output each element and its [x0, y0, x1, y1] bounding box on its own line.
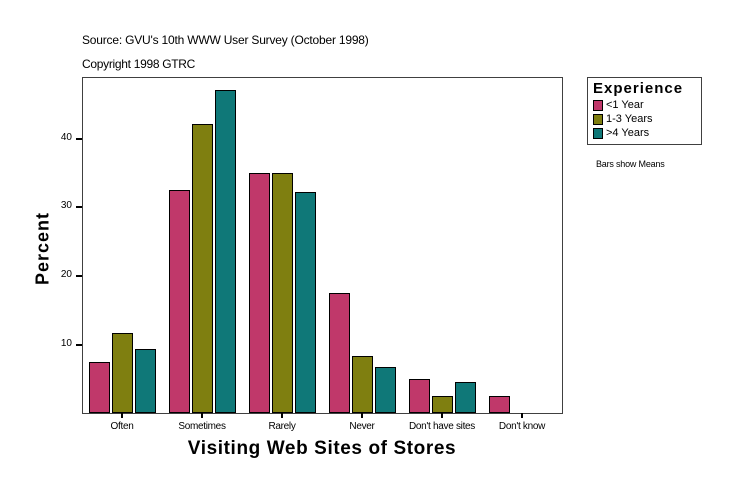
y-tick — [76, 137, 82, 140]
source-caption: Source: GVU's 10th WWW User Survey (Octo… — [82, 33, 369, 47]
bar — [89, 361, 110, 414]
bar — [169, 190, 190, 414]
x-tick-label: Don't have sites — [408, 421, 476, 432]
y-tick — [76, 343, 82, 346]
legend-swatch-icon — [593, 127, 603, 139]
x-tick-label: Sometimes — [178, 421, 226, 432]
bar — [409, 378, 430, 414]
bar — [215, 90, 236, 414]
bar — [432, 396, 453, 414]
bar — [489, 396, 510, 414]
bars-note: Bars show Means — [596, 159, 665, 169]
legend-swatch-icon — [593, 113, 603, 125]
plot-area — [82, 77, 563, 414]
legend-label: >4 Years — [606, 127, 650, 139]
legend-label: <1 Year — [606, 99, 644, 111]
x-tick-label: Never — [349, 421, 375, 432]
copyright-caption: Copyright 1998 GTRC — [82, 57, 196, 71]
bar — [112, 332, 133, 414]
bar — [455, 382, 476, 414]
legend-swatch-icon — [593, 99, 603, 111]
bar — [249, 172, 270, 414]
y-tick-label: 30 — [60, 200, 72, 212]
x-axis-title: Visiting Web Sites of Stores — [187, 438, 457, 459]
x-tick — [201, 413, 203, 418]
bar — [135, 349, 156, 414]
bar — [375, 366, 396, 414]
x-tick — [121, 413, 123, 418]
x-tick-label: Rarely — [268, 421, 296, 432]
x-tick-label: Often — [110, 421, 134, 432]
legend-label: 1-3 Years — [606, 113, 653, 125]
x-tick-label: Don't know — [498, 421, 546, 432]
y-tick — [76, 206, 82, 209]
x-tick — [521, 413, 523, 418]
y-tick-label: 10 — [60, 337, 72, 349]
x-tick — [441, 413, 443, 418]
legend: Experience <1 Year 1-3 Years >4 Years — [587, 77, 702, 145]
legend-item-1to3: 1-3 Years — [593, 113, 652, 125]
legend-item-gt4: >4 Years — [593, 127, 649, 139]
y-axis-title: Percent — [32, 211, 53, 286]
x-tick — [281, 413, 283, 418]
bar — [329, 293, 350, 414]
y-tick — [76, 274, 82, 277]
x-tick — [361, 413, 363, 418]
bar — [272, 172, 293, 414]
bar — [352, 355, 373, 414]
y-tick-label: 40 — [60, 131, 72, 143]
legend-item-lt1: <1 Year — [593, 99, 644, 111]
bar — [192, 124, 213, 414]
legend-title: Experience — [593, 80, 684, 97]
y-tick-label: 20 — [60, 268, 72, 280]
bar — [295, 192, 316, 414]
